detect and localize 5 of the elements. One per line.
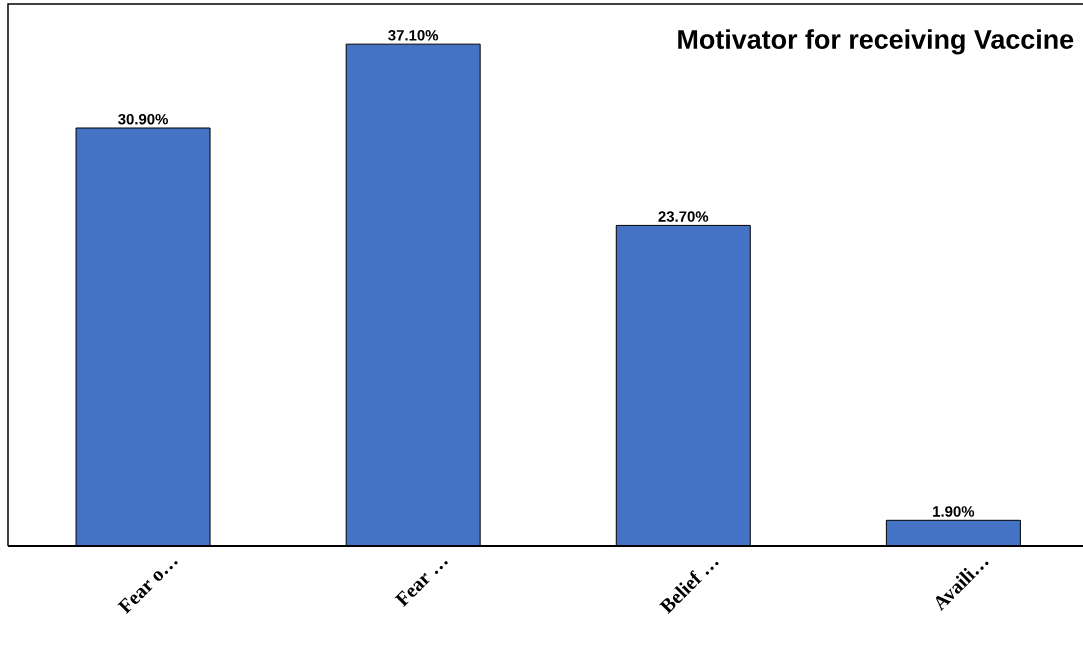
data-label: 23.70% [658, 211, 709, 222]
data-label: 37.10% [388, 30, 439, 41]
chart-title: Motivator for receiving Vaccine [678, 29, 1074, 55]
data-label: 1.90% [933, 506, 975, 517]
data-label: 30.90% [118, 113, 168, 125]
